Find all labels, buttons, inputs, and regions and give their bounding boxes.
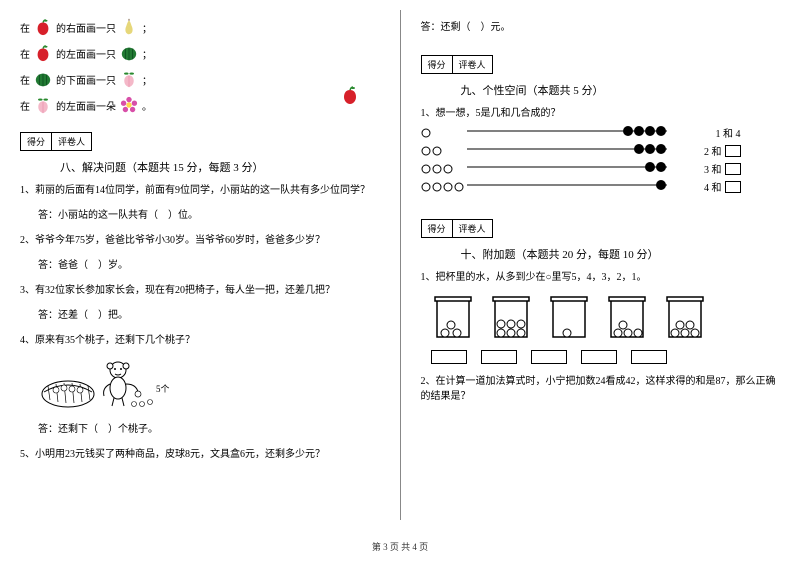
text-semi: ；: [142, 46, 152, 61]
beaker-icon: [605, 295, 649, 341]
a8-4: 答：还剩下（ ）个桃子。: [38, 420, 380, 435]
a8-2: 答：爸爸（ ）岁。: [38, 256, 380, 271]
pear-icon: [120, 18, 138, 36]
score-box-10: 得分 评卷人: [421, 219, 493, 238]
bead-row: 2 和: [421, 143, 741, 158]
bead-row: 4 和: [421, 179, 741, 194]
text-suffix: 的下面画一只: [56, 72, 116, 87]
answer-blank[interactable]: [725, 163, 741, 175]
apple-icon: [34, 18, 52, 36]
grader-label: 评卷人: [453, 220, 492, 237]
score-box-9: 得分 评卷人: [421, 55, 493, 74]
answer-blank[interactable]: [481, 350, 517, 364]
text-prefix: 在: [20, 98, 30, 113]
right-column: 答：还剩（ ）元。 得分 评卷人 九、个性空间（本题共 5 分） 1、想一想，5…: [401, 0, 800, 530]
text-prefix: 在: [20, 72, 30, 87]
draw-row-4: 在 的左面画一朵 。: [20, 96, 380, 114]
draw-row-3: 在 的下面画一只 ；: [20, 70, 380, 88]
answer-blank[interactable]: [725, 145, 741, 157]
q9-1: 1、想一想，5是几和几合成的？: [421, 106, 781, 121]
answer-blank[interactable]: [431, 350, 467, 364]
apple-icon: [34, 44, 52, 62]
text-prefix: 在: [20, 20, 30, 35]
bead-wire-icon: [467, 125, 667, 137]
grader-label: 评卷人: [52, 133, 91, 150]
answer-blank[interactable]: [631, 350, 667, 364]
monkey-basket-illustration: 5个: [38, 354, 380, 412]
flower-icon: [120, 96, 138, 114]
draw-row-1: 在 的右面画一只 ；: [20, 18, 380, 36]
bead-diagram: 1 和 4 2 和 3 和 4 和: [421, 125, 781, 194]
peach-icon: [120, 70, 138, 88]
bead-row-label: 3 和: [681, 161, 741, 176]
q10-1: 1、把杯里的水，从多到少在○里写5，4，3，2，1。: [421, 270, 781, 285]
score-box-8: 得分 评卷人: [20, 132, 92, 151]
open-bead-icon: [432, 146, 442, 156]
text-period: 。: [142, 98, 152, 113]
q8-1: 1、莉丽的后面有14位同学，前面有9位同学，小丽站的这一队共有多少位同学？: [20, 183, 380, 198]
text-semi: ；: [142, 20, 152, 35]
grader-label: 评卷人: [453, 56, 492, 73]
open-bead-icon: [443, 164, 453, 174]
score-label: 得分: [21, 133, 52, 150]
open-bead-icon: [421, 164, 431, 174]
text-semi: ；: [142, 72, 152, 87]
q8-3: 3、有32位家长参加家长会，现在有20把椅子，每人坐一把，还差几把？: [20, 283, 380, 298]
section-9-title: 九、个性空间（本题共 5 分）: [461, 82, 781, 98]
beaker-icon: [547, 295, 591, 341]
open-bead-icon: [432, 164, 442, 174]
q8-5: 5、小明用23元钱买了两种商品，皮球8元，文具盒6元，还剩多少元？: [20, 447, 380, 462]
bead-wire-icon: [467, 161, 667, 173]
apple-decor-icon: [340, 85, 360, 105]
open-bead-icon: [421, 182, 431, 192]
q8-4: 4、原来有35个桃子，还剩下几个桃子？: [20, 333, 380, 348]
page-container: 在 的右面画一只 ； 在 的左面画一只 ； 在 的下面画一只 ； 在 的左面画一…: [0, 0, 800, 530]
q8-2: 2、爷爷今年75岁，爸爸比爷爷小30岁。当爷爷60岁时，爸爸多少岁？: [20, 233, 380, 248]
bead-row-label: 2 和: [681, 143, 741, 158]
a8-3: 答：还差（ ）把。: [38, 306, 380, 321]
beaker-icon: [431, 295, 475, 341]
a8-1: 答：小丽站的这一队共有（ ）位。: [38, 206, 380, 221]
text-suffix: 的左面画一只: [56, 46, 116, 61]
bead-row: 3 和: [421, 161, 741, 176]
answer-blank[interactable]: [531, 350, 567, 364]
beaker-icon: [663, 295, 707, 341]
left-column: 在 的右面画一只 ； 在 的左面画一只 ； 在 的下面画一只 ； 在 的左面画一…: [0, 0, 400, 530]
page-footer: 第 3 页 共 4 页: [0, 530, 800, 553]
open-bead-icon: [443, 182, 453, 192]
watermelon-icon: [120, 44, 138, 62]
draw-row-2: 在 的左面画一只 ；: [20, 44, 380, 62]
beaker-icon: [489, 295, 533, 341]
score-label: 得分: [422, 56, 453, 73]
watermelon-icon: [34, 70, 52, 88]
bead-row: 1 和 4: [421, 125, 741, 140]
open-bead-icon: [454, 182, 464, 192]
peach-icon: [34, 96, 52, 114]
q10-2: 2、在计算一道加法算式时，小宁把加数24看成42，这样求得的和是87，那么正确的…: [421, 374, 781, 404]
beaker-blanks: [431, 350, 781, 364]
text-suffix: 的左面画一朵: [56, 98, 116, 113]
text-prefix: 在: [20, 46, 30, 61]
bead-wire-icon: [467, 143, 667, 155]
section-8-title: 八、解决问题（本题共 15 分，每题 3 分）: [60, 159, 380, 175]
answer-blank[interactable]: [725, 181, 741, 193]
answer-blank[interactable]: [581, 350, 617, 364]
bead-row-label: 4 和: [681, 179, 741, 194]
open-bead-icon: [421, 146, 431, 156]
open-bead-icon: [421, 128, 431, 138]
section-10-title: 十、附加题（本题共 20 分，每题 10 分）: [461, 246, 781, 262]
open-bead-icon: [432, 182, 442, 192]
a8-5: 答：还剩（ ）元。: [421, 18, 781, 33]
text-suffix: 的右面画一只: [56, 20, 116, 35]
bead-row-label: 1 和 4: [681, 125, 741, 140]
beaker-row: [431, 295, 781, 344]
score-label: 得分: [422, 220, 453, 237]
eat-count-label: 5个: [156, 384, 170, 394]
bead-wire-icon: [467, 179, 667, 191]
